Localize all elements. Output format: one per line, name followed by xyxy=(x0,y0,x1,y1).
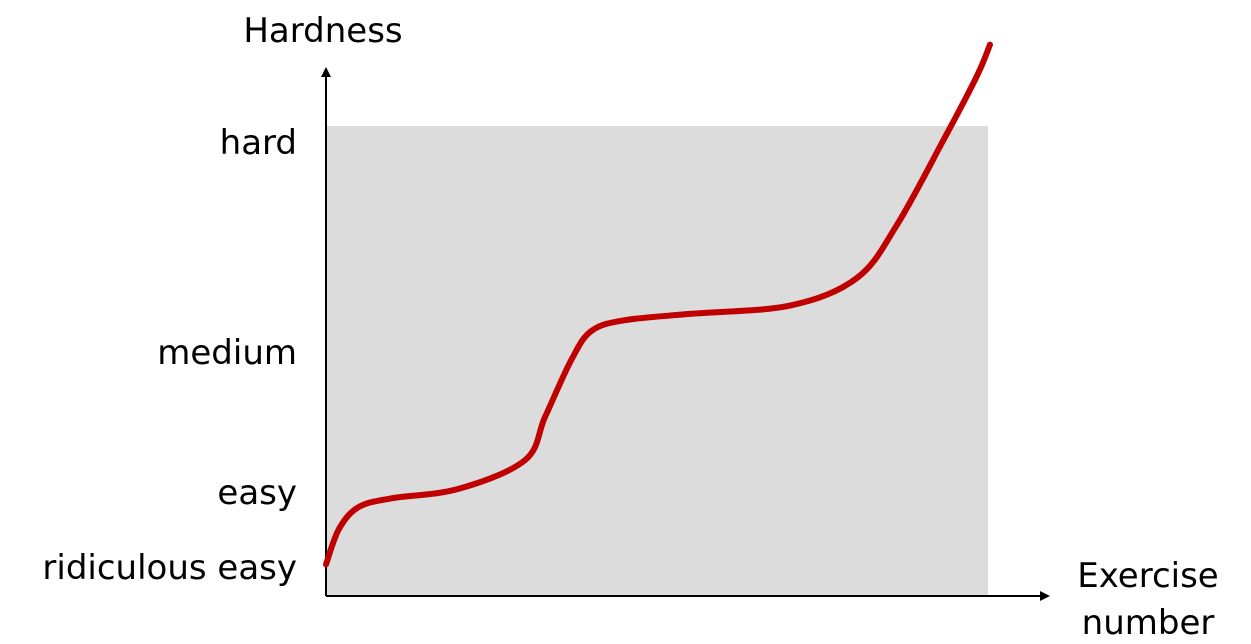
x-axis-title-line-2: number xyxy=(1082,603,1215,643)
y-axis-title: Hardness xyxy=(243,11,402,51)
x-axis-title-line-1: Exercise xyxy=(1077,556,1218,596)
y-tick-label-3: hard xyxy=(220,123,297,163)
shaded-region xyxy=(326,126,988,596)
series-line-0 xyxy=(323,41,993,568)
y-tick-label-1: easy xyxy=(217,473,297,513)
y-tick-label-2: medium xyxy=(157,333,297,373)
y-tick-label-0: ridiculous easy xyxy=(42,548,297,588)
